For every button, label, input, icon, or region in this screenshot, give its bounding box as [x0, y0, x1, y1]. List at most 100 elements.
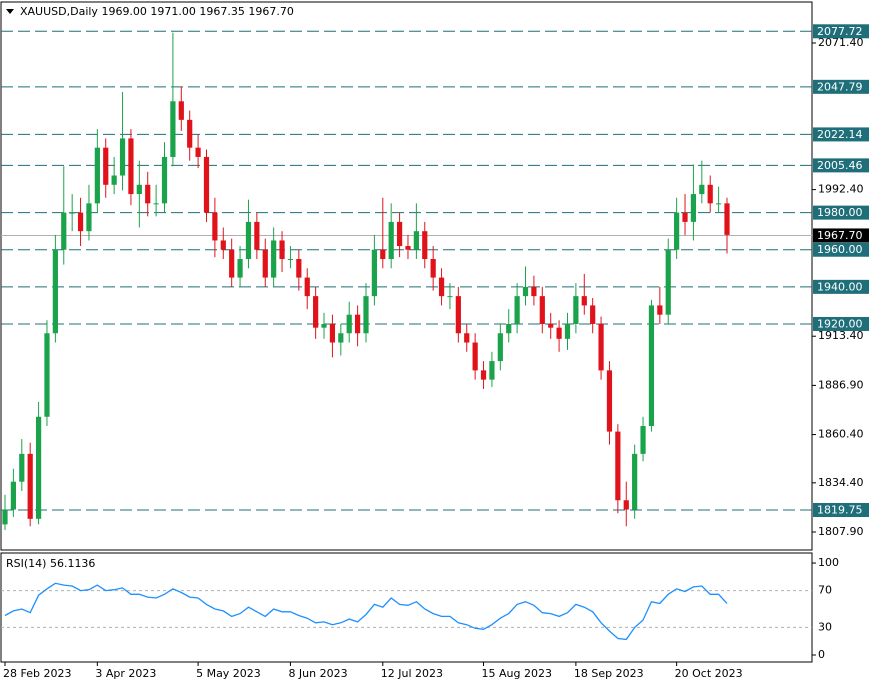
candle-body	[279, 240, 285, 260]
rsi-title: RSI(14) 56.1136	[6, 557, 95, 570]
candle-body	[363, 296, 369, 334]
x-tick-label: 20 Oct 2023	[675, 667, 743, 680]
candle-body	[598, 323, 604, 371]
candle-body	[657, 305, 663, 315]
candle-body	[724, 203, 730, 235]
candle-body	[61, 212, 67, 250]
candle-body	[287, 259, 294, 261]
x-tick-label: 5 May 2023	[196, 667, 261, 680]
candle-body	[640, 426, 646, 454]
candle-body	[699, 184, 705, 195]
candle-body	[195, 147, 201, 157]
candle-body	[111, 175, 117, 185]
candle-body	[506, 323, 512, 334]
candle-body	[716, 203, 722, 205]
candle-body	[69, 212, 75, 214]
y-tick-label: 100	[818, 556, 839, 569]
candle-body	[413, 231, 419, 250]
level-label-box	[813, 316, 869, 331]
candle-body	[86, 203, 92, 232]
candle-body	[187, 119, 193, 148]
candle-body	[615, 431, 621, 501]
candle-body	[632, 453, 638, 510]
candle-body	[229, 249, 235, 278]
level-label-box	[813, 127, 869, 142]
candle-body	[346, 314, 352, 334]
candle-body	[514, 296, 520, 324]
menu-arrow[interactable]	[6, 9, 14, 14]
level-label: 1960.00	[817, 243, 863, 256]
level-label: 1940.00	[817, 280, 863, 293]
candle-body	[128, 138, 134, 195]
candle-body	[380, 249, 386, 260]
candle-body	[304, 277, 310, 297]
level-label: 1819.75	[817, 504, 863, 517]
level-label-box	[813, 279, 869, 294]
y-tick-label: 1807.90	[818, 525, 864, 538]
candle-body	[338, 333, 344, 343]
candle-body	[480, 370, 487, 380]
level-label-box	[813, 79, 869, 94]
level-label: 70	[818, 584, 832, 597]
candle-body	[254, 221, 260, 250]
candle-body	[464, 333, 470, 343]
y-tick-label: 1913.40	[818, 329, 864, 342]
candle-body	[220, 240, 226, 250]
candle-body	[690, 194, 697, 222]
candle-body	[447, 296, 453, 298]
candle-body	[2, 509, 8, 525]
candle-body	[590, 305, 596, 324]
candle-body	[161, 156, 168, 204]
candle-body	[674, 212, 680, 250]
level-label: 2022.14	[817, 128, 863, 141]
candle-body	[371, 249, 377, 297]
candle-body	[497, 333, 503, 362]
level-label: 2077.72	[817, 25, 863, 38]
candle-body	[682, 212, 688, 222]
level-label-box	[813, 242, 869, 257]
rsi-panel	[0, 552, 813, 663]
candle-body	[271, 240, 277, 278]
candle-body	[153, 203, 159, 205]
candle-body	[522, 286, 529, 297]
candle-body	[396, 221, 403, 247]
candle-body	[355, 314, 361, 334]
level-label: 2047.79	[817, 80, 863, 93]
y-tick-label: 1860.40	[818, 428, 864, 441]
y-tick-label: 1834.40	[818, 476, 864, 489]
candle-body	[438, 277, 445, 297]
candle-body	[262, 249, 268, 278]
x-tick-label: 3 Apr 2023	[95, 667, 156, 680]
candle-body	[472, 342, 478, 371]
level-label-box	[813, 24, 869, 39]
level-label: 30	[818, 620, 832, 633]
candle-body	[19, 453, 25, 482]
candle-body	[455, 296, 461, 334]
candle-body	[573, 296, 579, 324]
candle-body	[52, 249, 58, 334]
candle-body	[548, 323, 554, 328]
candle-body	[665, 249, 671, 315]
level-label: 1980.00	[817, 206, 863, 219]
candle-body	[170, 101, 176, 157]
candle-body	[94, 147, 100, 204]
candle-body	[329, 323, 336, 343]
y-tick-label: 2071.40	[818, 36, 864, 49]
candle-body	[10, 481, 16, 510]
candle-body	[237, 259, 243, 278]
level-label-box	[813, 158, 869, 173]
candle-body	[564, 323, 571, 339]
candle-body	[581, 296, 587, 306]
candle-body	[405, 246, 411, 250]
candle-body	[313, 296, 319, 328]
candle-body	[606, 370, 613, 432]
candle-body	[648, 305, 655, 427]
candle-body	[489, 361, 495, 380]
x-tick-label: 15 Aug 2023	[482, 667, 552, 680]
candle-body	[296, 259, 302, 278]
level-label: 2005.46	[817, 159, 863, 172]
candle-body	[119, 138, 126, 176]
candle-body	[77, 212, 84, 232]
candle-body	[103, 147, 109, 185]
